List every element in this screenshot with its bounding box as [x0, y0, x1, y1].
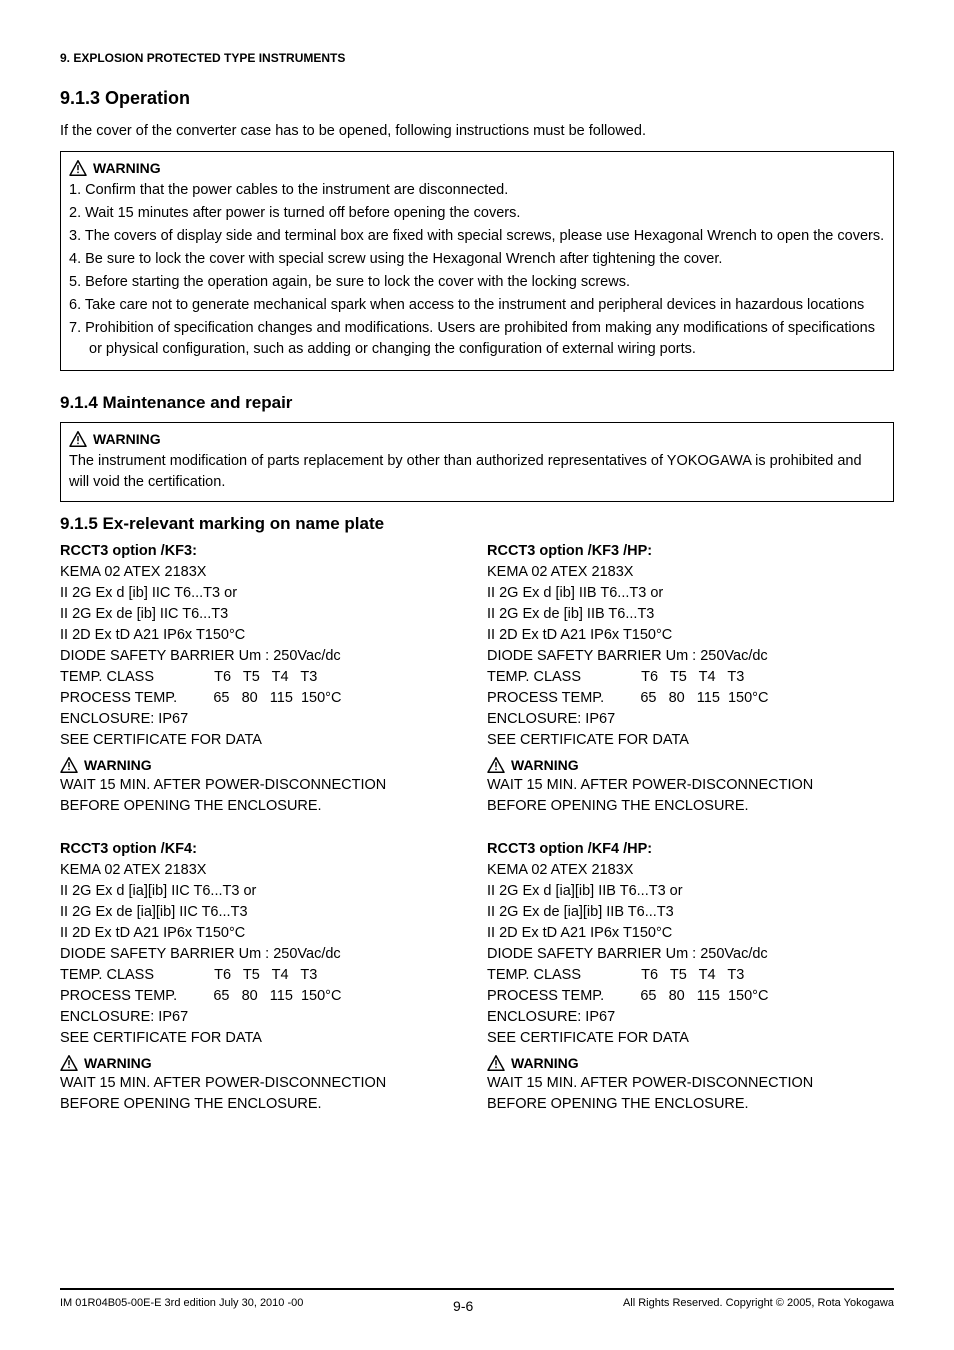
spec-line: SEE CERTIFICATE FOR DATA — [60, 730, 467, 751]
chapter-header: 9. EXPLOSION PROTECTED TYPE INSTRUMENTS — [60, 50, 894, 67]
warning-text: BEFORE OPENING THE ENCLOSURE. — [60, 1094, 467, 1115]
spec-line: II 2G Ex de [ia][ib] IIB T6...T3 — [487, 902, 894, 923]
warning-icon — [487, 757, 505, 773]
warning-text: BEFORE OPENING THE ENCLOSURE. — [487, 1094, 894, 1115]
spec-line: II 2G Ex d [ia][ib] IIB T6...T3 or — [487, 881, 894, 902]
list-item: 6. Take care not to generate mechanical … — [69, 295, 885, 316]
marking-row-1: RCCT3 option /KF3: KEMA 02 ATEX 2183X II… — [60, 541, 894, 817]
warning-label: WARNING — [84, 755, 152, 775]
list-item: 1. Confirm that the power cables to the … — [69, 180, 885, 201]
spec-line: KEMA 02 ATEX 2183X — [487, 860, 894, 881]
spec-line: KEMA 02 ATEX 2183X — [60, 562, 467, 583]
spec-line: PROCESS TEMP. 65 80 115 150°C — [487, 688, 894, 709]
spec-line: II 2G Ex de [ib] IIB T6...T3 — [487, 604, 894, 625]
warning-icon — [60, 757, 78, 773]
warning-text: BEFORE OPENING THE ENCLOSURE. — [487, 796, 894, 817]
warning-list: 1. Confirm that the power cables to the … — [69, 180, 885, 360]
warning-header: WARNING — [487, 755, 894, 775]
section-913-title: 9.1.3 Operation — [60, 85, 894, 111]
section-913-intro: If the cover of the converter case has t… — [60, 121, 894, 142]
spec-line: SEE CERTIFICATE FOR DATA — [487, 1028, 894, 1049]
spec-line: II 2G Ex d [ib] IIC T6...T3 or — [60, 583, 467, 604]
marking-row-2: RCCT3 option /KF4: KEMA 02 ATEX 2183X II… — [60, 839, 894, 1115]
kf4hp-block: RCCT3 option /KF4 /HP: KEMA 02 ATEX 2183… — [487, 839, 894, 1115]
warning-header: WARNING — [69, 429, 885, 449]
spec-line: TEMP. CLASS T6 T5 T4 T3 — [60, 965, 467, 986]
spec-line: ENCLOSURE: IP67 — [487, 1007, 894, 1028]
spec-line: DIODE SAFETY BARRIER Um : 250Vac/dc — [487, 944, 894, 965]
warning-label: WARNING — [511, 1053, 579, 1073]
spec-line: DIODE SAFETY BARRIER Um : 250Vac/dc — [60, 646, 467, 667]
warning-text: BEFORE OPENING THE ENCLOSURE. — [60, 796, 467, 817]
kf4-block: RCCT3 option /KF4: KEMA 02 ATEX 2183X II… — [60, 839, 467, 1115]
spec-line: KEMA 02 ATEX 2183X — [487, 562, 894, 583]
warning-icon — [60, 1055, 78, 1071]
warning-text: The instrument modification of parts rep… — [69, 451, 885, 493]
spec-line: SEE CERTIFICATE FOR DATA — [60, 1028, 467, 1049]
warning-label: WARNING — [84, 1053, 152, 1073]
spec-line: SEE CERTIFICATE FOR DATA — [487, 730, 894, 751]
warning-label: WARNING — [511, 755, 579, 775]
kf3-block: RCCT3 option /KF3: KEMA 02 ATEX 2183X II… — [60, 541, 467, 817]
spec-line: II 2D Ex tD A21 IP6x T150°C — [60, 625, 467, 646]
warning-text: WAIT 15 MIN. AFTER POWER-DISCONNECTION — [487, 775, 894, 796]
spec-line: ENCLOSURE: IP67 — [60, 709, 467, 730]
warning-header: WARNING — [69, 158, 885, 178]
section-915-title: 9.1.5 Ex-relevant marking on name plate — [60, 512, 894, 537]
spec-line: II 2G Ex de [ib] IIC T6...T3 — [60, 604, 467, 625]
option-title: RCCT3 option /KF3 /HP: — [487, 541, 894, 562]
option-title: RCCT3 option /KF4 /HP: — [487, 839, 894, 860]
list-item: 4. Be sure to lock the cover with specia… — [69, 249, 885, 270]
spec-line: II 2D Ex tD A21 IP6x T150°C — [487, 923, 894, 944]
warning-label: WARNING — [93, 429, 161, 449]
list-item: 3. The covers of display side and termin… — [69, 226, 885, 247]
warning-header: WARNING — [60, 1053, 467, 1073]
warning-icon — [69, 431, 87, 447]
spec-line: TEMP. CLASS T6 T5 T4 T3 — [487, 965, 894, 986]
warning-icon — [69, 160, 87, 176]
spec-line: PROCESS TEMP. 65 80 115 150°C — [60, 688, 467, 709]
warning-header: WARNING — [487, 1053, 894, 1073]
option-title: RCCT3 option /KF3: — [60, 541, 467, 562]
footer-page-number: 9-6 — [453, 1296, 473, 1316]
warning-icon — [487, 1055, 505, 1071]
spec-line: TEMP. CLASS T6 T5 T4 T3 — [487, 667, 894, 688]
page-footer: IM 01R04B05-00E-E 3rd edition July 30, 2… — [60, 1288, 894, 1316]
spec-line: II 2D Ex tD A21 IP6x T150°C — [487, 625, 894, 646]
spec-line: KEMA 02 ATEX 2183X — [60, 860, 467, 881]
spec-line: DIODE SAFETY BARRIER Um : 250Vac/dc — [60, 944, 467, 965]
spec-line: ENCLOSURE: IP67 — [487, 709, 894, 730]
list-item: 7. Prohibition of specification changes … — [69, 318, 885, 360]
warning-box-913: WARNING 1. Confirm that the power cables… — [60, 151, 894, 371]
warning-box-914: WARNING The instrument modification of p… — [60, 422, 894, 502]
spec-line: DIODE SAFETY BARRIER Um : 250Vac/dc — [487, 646, 894, 667]
spec-line: II 2G Ex d [ib] IIB T6...T3 or — [487, 583, 894, 604]
warning-label: WARNING — [93, 158, 161, 178]
section-914-title: 9.1.4 Maintenance and repair — [60, 391, 894, 416]
warning-text: WAIT 15 MIN. AFTER POWER-DISCONNECTION — [487, 1073, 894, 1094]
option-title: RCCT3 option /KF4: — [60, 839, 467, 860]
warning-header: WARNING — [60, 755, 467, 775]
footer-left: IM 01R04B05-00E-E 3rd edition July 30, 2… — [60, 1296, 303, 1312]
list-item: 5. Before starting the operation again, … — [69, 272, 885, 293]
spec-line: TEMP. CLASS T6 T5 T4 T3 — [60, 667, 467, 688]
spec-line: PROCESS TEMP. 65 80 115 150°C — [487, 986, 894, 1007]
spec-line: II 2G Ex d [ia][ib] IIC T6...T3 or — [60, 881, 467, 902]
footer-right: All Rights Reserved. Copyright © 2005, R… — [623, 1296, 894, 1312]
spec-line: ENCLOSURE: IP67 — [60, 1007, 467, 1028]
warning-text: WAIT 15 MIN. AFTER POWER-DISCONNECTION — [60, 775, 467, 796]
spec-line: PROCESS TEMP. 65 80 115 150°C — [60, 986, 467, 1007]
list-item: 2. Wait 15 minutes after power is turned… — [69, 203, 885, 224]
spec-line: II 2D Ex tD A21 IP6x T150°C — [60, 923, 467, 944]
kf3hp-block: RCCT3 option /KF3 /HP: KEMA 02 ATEX 2183… — [487, 541, 894, 817]
spec-line: II 2G Ex de [ia][ib] IIC T6...T3 — [60, 902, 467, 923]
warning-text: WAIT 15 MIN. AFTER POWER-DISCONNECTION — [60, 1073, 467, 1094]
